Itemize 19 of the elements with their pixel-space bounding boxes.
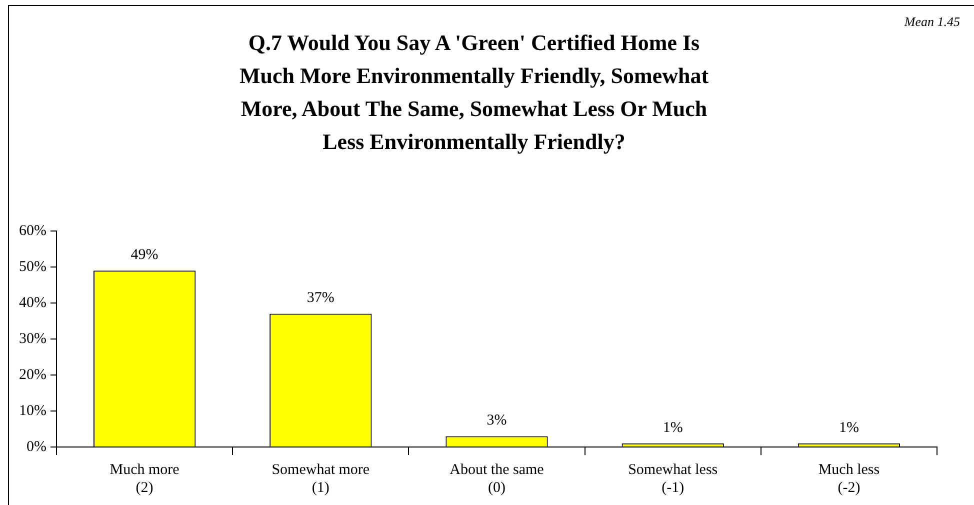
- x-tick-label: Much less (-2): [818, 462, 880, 496]
- y-tick-label: 50%: [18, 258, 46, 275]
- y-tick-label: 60%: [18, 222, 46, 239]
- text: Mean 1.45: [904, 14, 960, 30]
- y-tick-label: 20%: [18, 366, 46, 383]
- x-tick-label: About the same (0): [450, 462, 544, 496]
- x-tick-label: Somewhat more (1): [272, 462, 370, 496]
- data-label: 1%: [662, 420, 683, 436]
- data-label: 49%: [130, 247, 158, 264]
- y-tick-label: 40%: [18, 294, 46, 311]
- chart-title: Q.7 Would You Say A 'Green' Certified Home Is Much More Environmentally Friendly, Somewhat More, About The Same, Somewhat Less Or Much Less Environmentally Friendly?: [238, 29, 710, 156]
- x-tick-label: Much more (2): [110, 462, 180, 496]
- y-tick-label: 0%: [26, 438, 46, 455]
- data-label: 1%: [838, 420, 859, 436]
- y-tick-label: 30%: [18, 330, 46, 347]
- data-label: 37%: [306, 290, 334, 306]
- x-tick-label: Somewhat less (-1): [628, 462, 718, 496]
- y-tick-label: 10%: [18, 402, 46, 419]
- data-label: 3%: [486, 412, 507, 429]
